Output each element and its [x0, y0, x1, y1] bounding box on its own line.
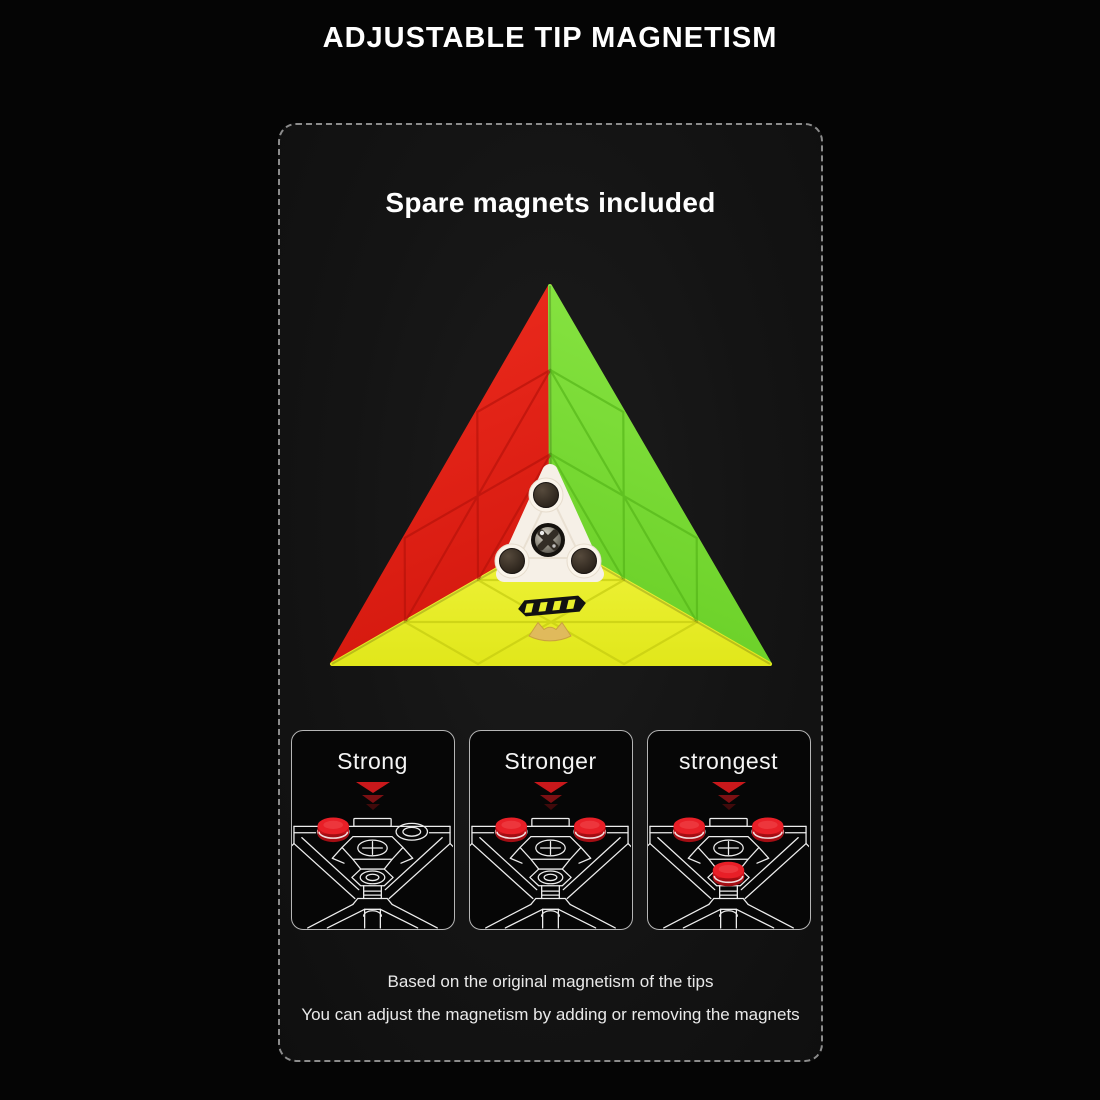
- tip-mechanism-diagram: [469, 816, 631, 929]
- tip-mechanism-diagram: [647, 816, 809, 929]
- option-label: Strong: [337, 748, 408, 774]
- arrow-down-icon: [648, 782, 810, 810]
- footer-line-2: You can adjust the magnetism by adding o…: [301, 1005, 800, 1024]
- center-screw: [531, 523, 565, 557]
- feature-panel: Spare magnets included: [278, 123, 823, 1062]
- option-card-stronger: Stronger: [468, 730, 633, 930]
- option-card-strong: Strong: [290, 730, 455, 930]
- panel-footer: Based on the original magnetism of the t…: [280, 965, 821, 1031]
- panel-heading: Spare magnets included: [385, 187, 716, 218]
- tip-mechanism: [494, 464, 604, 582]
- option-label: Stronger: [504, 748, 597, 774]
- footer-line-1: Based on the original magnetism of the t…: [387, 972, 714, 991]
- pyraminx-image: [330, 284, 772, 666]
- tip-mechanism-diagram: [291, 816, 453, 929]
- arrow-down-icon: [292, 782, 454, 810]
- arrow-down-icon: [470, 782, 632, 810]
- page-title: ADJUSTABLE TIP MAGNETISM: [322, 22, 778, 54]
- installed-magnets: [499, 482, 597, 574]
- pyraminx-cut-lines: [403, 368, 699, 666]
- option-card-strongest: strongest: [646, 730, 811, 930]
- option-label: strongest: [678, 748, 779, 774]
- brand-logo: [518, 595, 586, 617]
- tip-notch: [528, 622, 572, 642]
- magnetism-options-row: Strong Stronger stro: [280, 730, 821, 930]
